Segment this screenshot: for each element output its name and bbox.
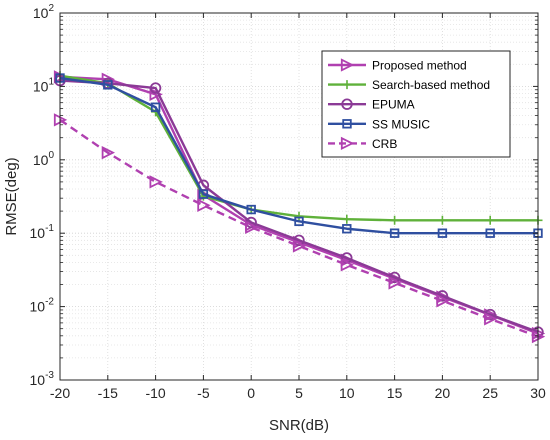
- legend-item: CRB: [328, 136, 397, 151]
- data-point-search-based-method: [342, 214, 352, 224]
- data-point-crb: [388, 276, 402, 290]
- legend-label: Proposed method: [372, 59, 467, 73]
- legend-marker: [340, 136, 355, 151]
- legend-item: EPUMA: [328, 98, 415, 112]
- series-line-ss-music: [59, 76, 538, 235]
- data-point-epuma: [149, 82, 162, 94]
- y-tick-label: 10-1: [30, 223, 55, 241]
- data-point-search-based-method: [390, 215, 400, 225]
- data-point-crb: [484, 312, 498, 326]
- x-tick-label: -20: [50, 385, 70, 401]
- legend-marker: [342, 80, 352, 90]
- axis-ticks: -20 -15 -10 -5 0 5 10 15 20 25 30 10-3 10-2 10-1 100 10…: [30, 3, 546, 401]
- y-axis-title: RMSE(deg): [3, 157, 20, 235]
- y-tick-label: 101: [33, 76, 55, 94]
- legend-label: Search-based method: [372, 78, 490, 92]
- data-point-crb: [340, 258, 355, 272]
- x-tick-label: -10: [145, 385, 165, 401]
- data-point-ss-music: [294, 216, 304, 227]
- x-tick-label: 25: [482, 385, 498, 401]
- series-group: [53, 70, 546, 344]
- data-point-search-based-method: [485, 215, 495, 225]
- x-tick-label: 30: [530, 385, 546, 401]
- x-tick-label: 5: [295, 385, 303, 401]
- data-point-search-based-method: [437, 215, 447, 225]
- legend-marker: [341, 98, 353, 110]
- data-point-search-based-method: [294, 211, 304, 221]
- legend-item: Proposed method: [328, 58, 467, 73]
- y-tick-label: 102: [33, 3, 55, 21]
- data-point-proposed-method: [149, 87, 163, 101]
- legend-item: SS MUSIC: [328, 117, 430, 131]
- data-point-crb: [436, 294, 450, 308]
- series-line-crb: [59, 118, 539, 338]
- legend-label: CRB: [372, 137, 397, 151]
- series-line-epuma: [59, 79, 539, 334]
- data-point-ss-music: [246, 204, 256, 215]
- legend-marker: [340, 58, 355, 72]
- data-point-ss-music: [103, 80, 113, 90]
- y-tick-label: 10-2: [30, 297, 55, 315]
- data-point-ss-music: [150, 102, 161, 112]
- data-point-crb: [197, 198, 211, 212]
- x-tick-label: -15: [98, 385, 118, 401]
- legend-marker: [342, 119, 352, 129]
- x-tick-label: 15: [387, 385, 403, 401]
- legend-item: Search-based method: [328, 78, 490, 92]
- data-point-ss-music: [342, 224, 352, 234]
- data-point-ss-music: [485, 228, 495, 238]
- y-tick-label: 10-3: [30, 370, 55, 388]
- legend-label: SS MUSIC: [372, 117, 430, 131]
- data-point-crb: [292, 239, 307, 253]
- data-point-ss-music: [389, 228, 400, 238]
- x-tick-label: 10: [339, 385, 355, 401]
- x-tick-label: 20: [435, 385, 451, 401]
- data-point-crb: [101, 146, 116, 160]
- x-axis-title: SNR(dB): [269, 417, 329, 434]
- data-point-crb: [245, 220, 259, 235]
- legend: Proposed method Search-based method EPUMA S…: [321, 50, 511, 158]
- data-point-ss-music: [437, 228, 448, 238]
- data-point-ss-music: [198, 189, 209, 199]
- x-tick-label: -5: [197, 385, 210, 401]
- legend-label: EPUMA: [372, 98, 415, 112]
- y-tick-label: 100: [33, 150, 55, 168]
- series-ss-music: [55, 73, 543, 238]
- data-point-crb: [149, 175, 163, 189]
- x-tick-label: 0: [247, 385, 255, 401]
